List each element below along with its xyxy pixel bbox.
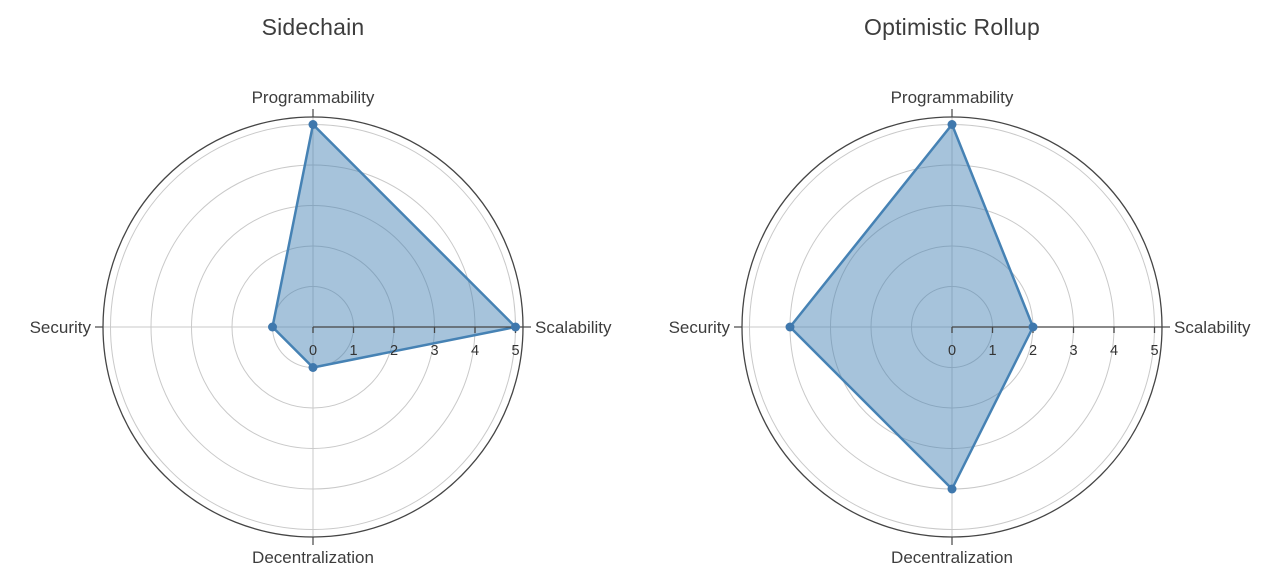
data-polygon <box>788 123 1035 491</box>
radial-tick-label: 3 <box>430 343 438 359</box>
radial-tick-label: 3 <box>1069 343 1077 359</box>
radar-chart-optimistic-rollup: 0 1 2 3 4 5 Programmability Scalability Decentra… <box>669 88 1251 567</box>
axis-label-programmability: Programmability <box>252 88 375 107</box>
axis-label-scalability: Scalability <box>535 318 612 337</box>
radial-tick-label: 0 <box>309 343 317 359</box>
radial-tick-label: 4 <box>1110 343 1118 359</box>
data-point-marker <box>308 120 318 129</box>
data-point-marker <box>268 322 277 332</box>
radar-panel-sidechain: Sidechain 0 1 2 3 4 5 Programmability Scalabili… <box>30 14 612 567</box>
axis-label-security: Security <box>669 318 731 337</box>
data-point-marker <box>1028 322 1038 332</box>
chart-title-sidechain: Sidechain <box>261 14 365 40</box>
radial-tick-label: 5 <box>1150 343 1158 359</box>
radial-tick-label: 5 <box>511 343 519 359</box>
radar-panel-optimistic-rollup: Optimistic Rollup 0 1 2 3 4 5 Programmability S… <box>640 0 1280 580</box>
chart-title-optimistic-rollup: Optimistic Rollup <box>864 14 1040 40</box>
radial-tick-label: 1 <box>988 343 996 359</box>
radar-chart-sidechain: 0 1 2 3 4 5 Programmability Scalability Decentra… <box>30 88 612 567</box>
data-point-marker <box>511 322 520 332</box>
radial-tick-label: 1 <box>349 343 357 359</box>
axis-label-programmability: Programmability <box>891 88 1014 107</box>
data-point-marker <box>308 363 318 372</box>
radial-tick-label: 4 <box>471 343 479 359</box>
axis-label-security: Security <box>30 318 92 337</box>
radial-tick-label: 2 <box>390 343 398 359</box>
radial-tick-label: 0 <box>948 343 956 359</box>
axis-label-decentralization: Decentralization <box>891 548 1013 567</box>
radial-tick-label: 2 <box>1029 343 1037 359</box>
data-point-marker <box>947 484 957 494</box>
data-point-marker <box>947 120 957 129</box>
axis-label-scalability: Scalability <box>1174 318 1251 337</box>
data-point-marker <box>785 322 795 332</box>
axis-label-decentralization: Decentralization <box>252 548 374 567</box>
